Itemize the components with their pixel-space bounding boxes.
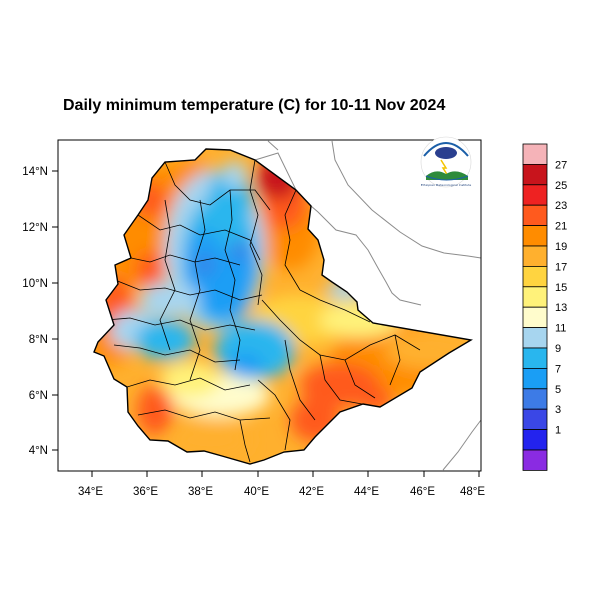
colorbar-label: 27 [555, 159, 567, 171]
colorbar-label: 5 [555, 384, 561, 396]
chart-title: Daily minimum temperature (C) for 10-11 … [63, 97, 445, 114]
y-tick-14: 14°N [22, 166, 48, 178]
x-tick-44: 44°E [354, 486, 379, 498]
colorbar-box [522, 449, 548, 471]
colorbar-labels: 27 25 23 21 19 17 15 13 11 9 7 5 3 1 [555, 159, 567, 436]
x-tick-46: 46°E [410, 486, 435, 498]
colorbar-label: 7 [555, 363, 561, 375]
country-outline [93, 148, 473, 465]
colorbar-box [522, 388, 548, 410]
colorbar-label: 1 [555, 425, 561, 437]
colorbar-label: 13 [555, 302, 567, 314]
logo-text: Ethiopian Meteorological Institute [421, 183, 472, 187]
colorbar-box [522, 367, 548, 390]
y-tick-6: 6°N [29, 390, 48, 402]
colorbar-box [522, 408, 548, 431]
colorbar-box [522, 143, 548, 165]
colorbar-label: 15 [555, 282, 567, 294]
colorbar-label: 3 [555, 404, 561, 416]
colorbar-box [522, 286, 548, 308]
y-tick-8: 8°N [29, 334, 48, 346]
y-axis [52, 170, 58, 451]
x-tick-40: 40°E [244, 486, 269, 498]
colorbar-label: 25 [555, 180, 567, 192]
y-tick-12: 12°N [22, 222, 48, 234]
colorbar-box [522, 327, 548, 349]
x-tick-34: 34°E [78, 486, 103, 498]
x-tick-42: 42°E [299, 486, 324, 498]
x-axis [91, 471, 480, 477]
y-tick-4: 4°N [29, 445, 48, 457]
colorbar-label: 11 [555, 323, 566, 335]
colorbar-label: 23 [555, 200, 567, 212]
colorbar [522, 143, 548, 471]
emi-logo: Ethiopian Meteorological Institute [420, 136, 472, 188]
cloud-icon [435, 147, 457, 159]
colorbar-box [522, 306, 548, 329]
x-tick-48: 48°E [460, 486, 485, 498]
colorbar-box [522, 184, 548, 206]
colorbar-label: 21 [555, 221, 567, 233]
x-tick-38: 38°E [188, 486, 213, 498]
plot-frame [57, 139, 482, 472]
colorbar-box [522, 265, 548, 288]
colorbar-label: 19 [555, 241, 567, 253]
colorbar-box [522, 245, 548, 267]
colorbar-box [522, 429, 548, 451]
y-tick-10: 10°N [22, 278, 48, 290]
x-tick-36: 36°E [133, 486, 158, 498]
admin-borders [105, 159, 421, 463]
colorbar-box [522, 163, 548, 186]
colorbar-box [522, 347, 548, 369]
colorbar-box [522, 204, 548, 226]
colorbar-label: 9 [555, 343, 561, 355]
colorbar-box [522, 225, 548, 247]
colorbar-label: 17 [555, 261, 567, 273]
